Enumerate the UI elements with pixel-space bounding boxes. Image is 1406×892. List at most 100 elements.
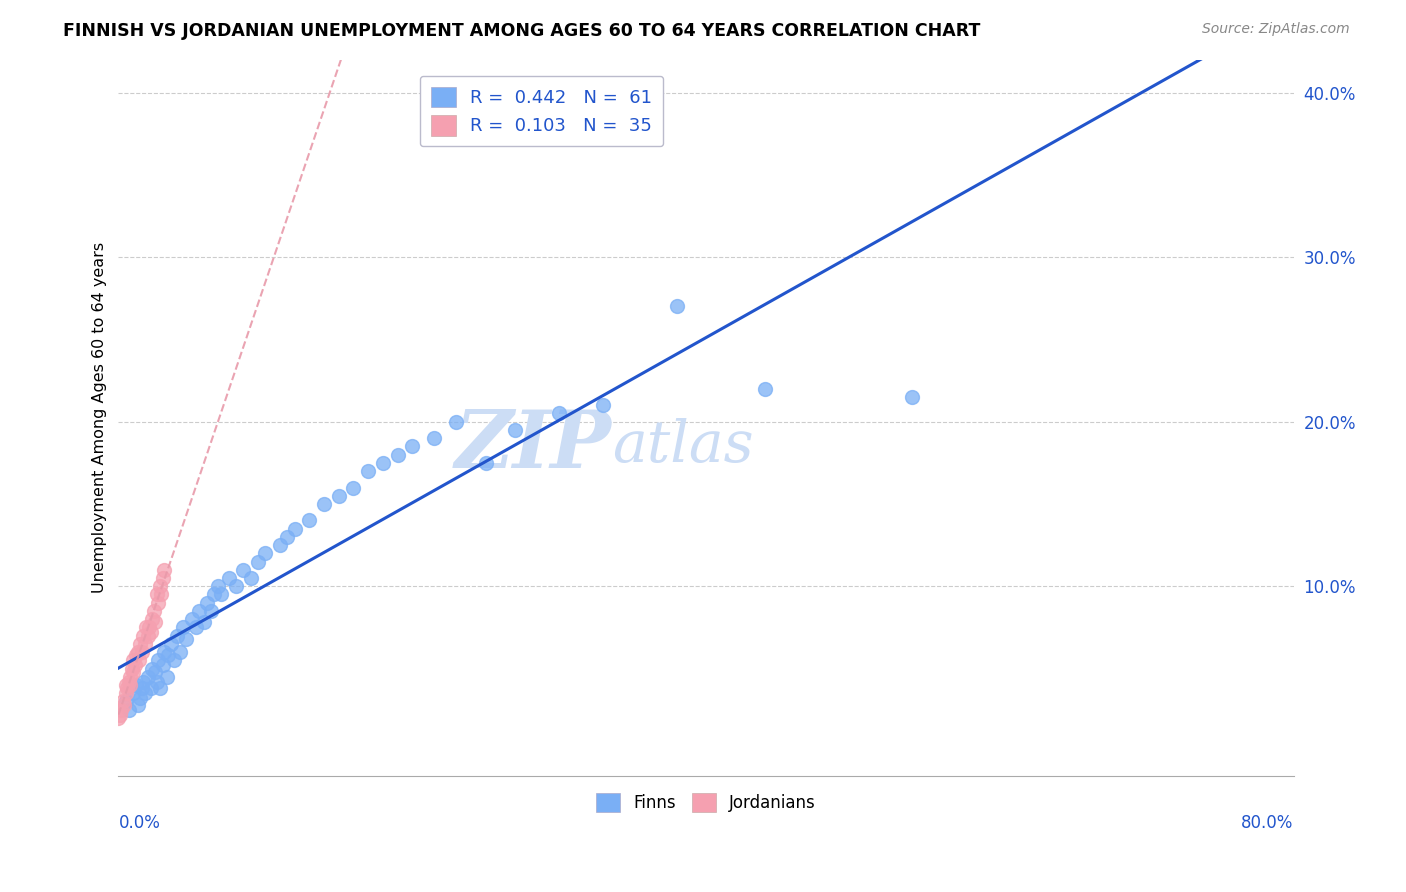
- Text: Source: ZipAtlas.com: Source: ZipAtlas.com: [1202, 22, 1350, 37]
- Point: [152, 658, 174, 673]
- Text: 0.0%: 0.0%: [118, 814, 160, 832]
- Text: 80.0%: 80.0%: [1241, 814, 1294, 832]
- Point: [120, 670, 142, 684]
- Point: [139, 681, 162, 696]
- Point: [754, 382, 776, 396]
- Point: [209, 587, 232, 601]
- Text: ZIP: ZIP: [456, 408, 612, 485]
- Point: [128, 653, 150, 667]
- Point: [138, 620, 160, 634]
- Point: [122, 653, 145, 667]
- Point: [150, 587, 173, 601]
- Point: [114, 686, 136, 700]
- Point: [111, 694, 134, 708]
- Point: [254, 546, 277, 560]
- Point: [387, 448, 409, 462]
- Point: [118, 674, 141, 689]
- Point: [127, 698, 149, 712]
- Point: [153, 563, 176, 577]
- Point: [160, 637, 183, 651]
- Point: [153, 645, 176, 659]
- Point: [125, 678, 148, 692]
- Point: [118, 703, 141, 717]
- Point: [174, 632, 197, 646]
- Point: [124, 658, 146, 673]
- Point: [446, 415, 468, 429]
- Point: [108, 707, 131, 722]
- Point: [401, 439, 423, 453]
- Point: [314, 497, 336, 511]
- Point: [131, 681, 153, 696]
- Point: [132, 674, 155, 689]
- Point: [592, 398, 614, 412]
- Point: [357, 464, 380, 478]
- Point: [193, 615, 215, 630]
- Legend: Finns, Jordanians: Finns, Jordanians: [589, 786, 823, 819]
- Point: [298, 513, 321, 527]
- Point: [132, 629, 155, 643]
- Point: [152, 571, 174, 585]
- Point: [114, 678, 136, 692]
- Point: [186, 620, 208, 634]
- Point: [146, 596, 169, 610]
- Point: [148, 681, 170, 696]
- Point: [135, 620, 157, 634]
- Point: [423, 431, 446, 445]
- Point: [157, 648, 180, 663]
- Point: [371, 456, 394, 470]
- Text: FINNISH VS JORDANIAN UNEMPLOYMENT AMONG AGES 60 TO 64 YEARS CORRELATION CHART: FINNISH VS JORDANIAN UNEMPLOYMENT AMONG …: [63, 22, 980, 40]
- Text: atlas: atlas: [612, 418, 754, 475]
- Point: [136, 629, 159, 643]
- Point: [141, 612, 163, 626]
- Point: [503, 423, 526, 437]
- Point: [143, 615, 166, 630]
- Point: [202, 587, 225, 601]
- Point: [110, 703, 132, 717]
- Point: [548, 406, 571, 420]
- Point: [166, 629, 188, 643]
- Point: [665, 300, 688, 314]
- Point: [121, 661, 143, 675]
- Point: [246, 555, 269, 569]
- Point: [142, 604, 165, 618]
- Point: [207, 579, 229, 593]
- Point: [276, 530, 298, 544]
- Point: [125, 648, 148, 663]
- Point: [145, 587, 167, 601]
- Point: [474, 456, 496, 470]
- Point: [195, 596, 218, 610]
- Point: [139, 625, 162, 640]
- Point: [156, 670, 179, 684]
- Point: [146, 653, 169, 667]
- Y-axis label: Unemployment Among Ages 60 to 64 years: Unemployment Among Ages 60 to 64 years: [93, 242, 107, 593]
- Point: [328, 489, 350, 503]
- Point: [232, 563, 254, 577]
- Point: [145, 674, 167, 689]
- Point: [200, 604, 222, 618]
- Point: [122, 686, 145, 700]
- Point: [134, 637, 156, 651]
- Point: [114, 694, 136, 708]
- Point: [269, 538, 291, 552]
- Point: [342, 481, 364, 495]
- Point: [131, 645, 153, 659]
- Point: [134, 686, 156, 700]
- Point: [148, 579, 170, 593]
- Point: [239, 571, 262, 585]
- Point: [127, 645, 149, 659]
- Point: [180, 612, 202, 626]
- Point: [163, 653, 186, 667]
- Point: [225, 579, 247, 593]
- Point: [284, 522, 307, 536]
- Point: [136, 670, 159, 684]
- Point: [117, 681, 139, 696]
- Point: [172, 620, 194, 634]
- Point: [188, 604, 211, 618]
- Point: [112, 698, 135, 712]
- Point: [141, 661, 163, 675]
- Point: [900, 390, 922, 404]
- Point: [143, 665, 166, 679]
- Point: [129, 637, 152, 651]
- Point: [107, 711, 129, 725]
- Point: [218, 571, 240, 585]
